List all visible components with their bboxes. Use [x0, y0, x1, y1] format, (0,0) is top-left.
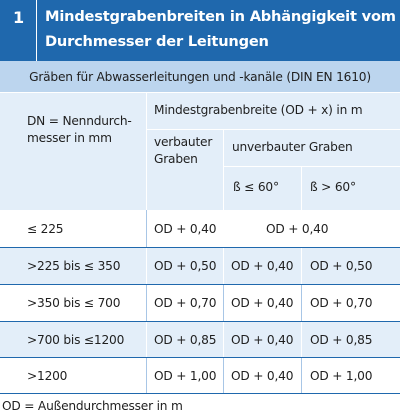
cell-unbraced-merged: OD + 0,40 [266, 221, 329, 236]
cell-braced: OD + 1,00 [154, 368, 217, 383]
table-title-bar: 1 Mindestgrabenbreiten in Abhängigkeit v… [0, 0, 400, 61]
table-subtitle: Gräben für Abwasserleitungen und -kanäle… [0, 61, 400, 93]
table-row: >1200 OD + 1,00 OD + 0,40 OD + 1,00 [0, 358, 400, 393]
header-width-title: Mindestgrabenbreite (OD + x) in m [154, 103, 363, 117]
table-header: DN = Nenndurch- messer in mm Mindestgrab… [0, 93, 400, 210]
cell-angle-low: OD + 0,40 [231, 296, 294, 310]
table-number: 1 [0, 0, 37, 61]
cell-angle-high: OD + 1,00 [310, 368, 373, 383]
cell-dn: >225 bis ≤ 350 [27, 259, 121, 273]
table-title-line-1: Mindestgrabenbreiten in Abhängigkeit vom [45, 8, 396, 25]
cell-dn: >700 bis ≤1200 [27, 332, 125, 347]
header-braced: verbauter Graben [154, 134, 212, 168]
cell-braced: OD + 0,40 [154, 221, 217, 236]
header-dn-line-2: messer in mm [27, 131, 112, 145]
table-title: Mindestgrabenbreiten in Abhängigkeit vom… [37, 0, 396, 61]
table-title-line-2: Durchmesser der Leitungen [45, 33, 269, 50]
table-row: >350 bis ≤ 700 OD + 0,70 OD + 0,40 OD + … [0, 285, 400, 321]
table-row: ≤ 225 OD + 0,40 OD + 0,40 [0, 210, 400, 247]
cell-angle-high: OD + 0,70 [310, 296, 373, 310]
cell-dn: >1200 [27, 368, 68, 383]
cell-braced: OD + 0,70 [154, 296, 217, 310]
cell-angle-low: OD + 0,40 [231, 332, 294, 347]
header-dn: DN = Nenndurch- messer in mm [27, 113, 132, 147]
cell-dn: ≤ 225 [27, 221, 64, 236]
cell-angle-high: OD + 0,50 [310, 259, 373, 273]
header-angle-high: ß > 60° [310, 180, 356, 194]
table-row: >225 bis ≤ 350 OD + 0,50 OD + 0,40 OD + … [0, 248, 400, 284]
header-dn-line-1: DN = Nenndurch- [27, 114, 132, 128]
cell-braced: OD + 0,50 [154, 259, 217, 273]
cell-angle-low: OD + 0,40 [231, 368, 294, 383]
header-unbraced: unverbauter Graben [232, 140, 353, 154]
header-angle-low: ß ≤ 60° [233, 180, 279, 194]
cell-dn: >350 bis ≤ 700 [27, 296, 121, 310]
header-braced-line-2: Graben [154, 152, 198, 166]
cell-angle-low: OD + 0,40 [231, 259, 294, 273]
table-row: >700 bis ≤1200 OD + 0,85 OD + 0,40 OD + … [0, 322, 400, 357]
cell-braced: OD + 0,85 [154, 332, 217, 347]
header-braced-line-1: verbauter [154, 135, 213, 149]
table-footnote: OD = Außendurchmesser in m [0, 393, 400, 418]
cell-angle-high: OD + 0,85 [310, 332, 373, 347]
